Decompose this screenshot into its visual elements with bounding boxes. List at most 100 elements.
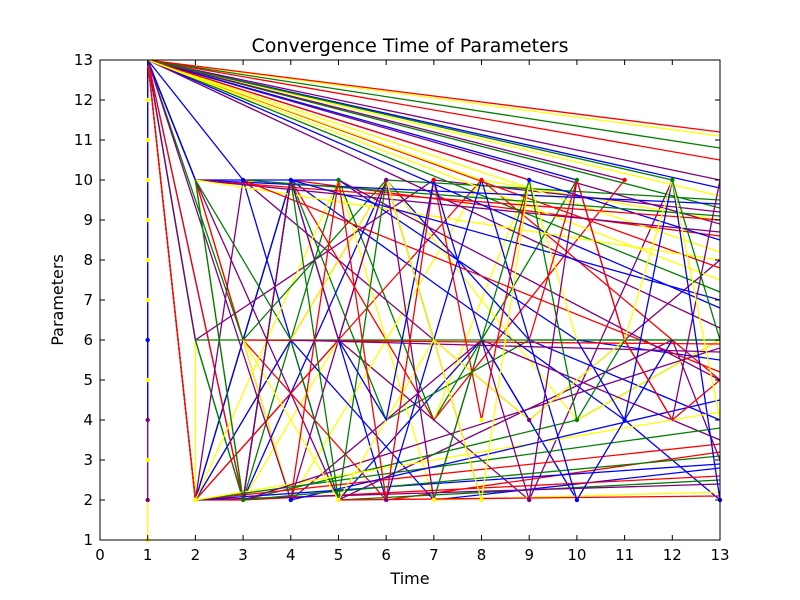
data-point-15 bbox=[288, 497, 293, 503]
series-line-85 bbox=[671, 179, 720, 341]
y-tick-label: 4 bbox=[83, 411, 93, 429]
data-point-20 bbox=[527, 497, 532, 503]
data-point-32 bbox=[622, 177, 627, 183]
series-line-47 bbox=[147, 60, 720, 281]
x-tick-label: 11 bbox=[615, 546, 634, 564]
series-line-37 bbox=[147, 60, 720, 197]
data-point-6 bbox=[145, 337, 150, 343]
series-line-49 bbox=[147, 60, 625, 181]
data-point-18 bbox=[431, 497, 436, 503]
series-line-34 bbox=[147, 60, 720, 149]
y-tick-label: 13 bbox=[74, 51, 93, 69]
y-tick-label: 5 bbox=[83, 371, 93, 389]
series-line-65 bbox=[243, 179, 720, 217]
data-point-5 bbox=[145, 377, 150, 383]
x-tick-label: 8 bbox=[477, 546, 487, 564]
data-point-10 bbox=[145, 177, 150, 183]
series-line-64 bbox=[195, 179, 720, 233]
x-tick-label: 3 bbox=[238, 546, 248, 564]
data-point-19 bbox=[479, 497, 484, 503]
series-line-52 bbox=[147, 60, 482, 181]
x-tick-label: 1 bbox=[143, 546, 153, 564]
series-line-61 bbox=[243, 455, 720, 501]
data-point-17 bbox=[384, 497, 389, 503]
series-line-30 bbox=[147, 60, 720, 501]
x-tick-label: 12 bbox=[663, 546, 682, 564]
data-point-36 bbox=[336, 177, 341, 183]
data-point-28 bbox=[431, 177, 436, 183]
data-point-7 bbox=[145, 297, 150, 303]
series-line-62 bbox=[195, 179, 720, 205]
data-point-25 bbox=[574, 417, 580, 423]
data-point-24 bbox=[527, 417, 532, 423]
data-point-31 bbox=[574, 177, 580, 183]
data-point-35 bbox=[288, 177, 293, 183]
y-tick-label: 2 bbox=[83, 491, 93, 509]
series-line-59 bbox=[290, 399, 720, 501]
x-tick-label: 4 bbox=[286, 546, 296, 564]
x-tick-label: 13 bbox=[710, 546, 729, 564]
y-tick-label: 10 bbox=[74, 171, 93, 189]
data-point-13 bbox=[193, 497, 198, 503]
y-tick-label: 11 bbox=[74, 131, 93, 149]
series-line-53 bbox=[195, 483, 720, 501]
series-line-36 bbox=[147, 60, 720, 181]
series-line-55 bbox=[195, 443, 720, 501]
y-axis-title: Parameters bbox=[48, 254, 67, 346]
series-line-77 bbox=[290, 179, 530, 501]
data-point-16 bbox=[336, 497, 341, 503]
x-tick-label: 7 bbox=[429, 546, 439, 564]
series-line-50 bbox=[147, 60, 673, 181]
data-point-8 bbox=[145, 257, 150, 263]
data-point-2 bbox=[145, 497, 150, 503]
data-point-37 bbox=[384, 177, 389, 183]
data-point-33 bbox=[670, 177, 675, 183]
x-tick-label: 2 bbox=[191, 546, 201, 564]
y-tick-label: 3 bbox=[83, 451, 93, 469]
series-line-57 bbox=[195, 411, 720, 501]
x-tick-label: 0 bbox=[95, 546, 105, 564]
chart-title: Convergence Time of Parameters bbox=[252, 35, 569, 57]
y-tick-label: 1 bbox=[83, 531, 93, 549]
data-point-4 bbox=[145, 417, 150, 423]
series-line-67 bbox=[290, 179, 720, 301]
series-line-58 bbox=[242, 347, 720, 501]
series-line-32 bbox=[147, 60, 720, 137]
data-point-34 bbox=[240, 177, 246, 183]
data-point-14 bbox=[240, 497, 246, 503]
data-point-26 bbox=[622, 417, 627, 423]
series-line-54 bbox=[195, 463, 720, 501]
y-tick-label: 7 bbox=[83, 291, 93, 309]
data-point-3 bbox=[145, 457, 150, 463]
series-line-63 bbox=[195, 179, 720, 221]
series-line-42 bbox=[147, 60, 720, 253]
series-line-33 bbox=[147, 60, 720, 161]
x-axis-ticks: 0 1 2 3 4 5 6 7 8 9 10 11 12 13 bbox=[95, 60, 730, 564]
x-tick-label: 9 bbox=[524, 546, 534, 564]
data-point-11 bbox=[145, 137, 150, 143]
series-line-69 bbox=[338, 179, 720, 381]
x-tick-label: 6 bbox=[381, 546, 391, 564]
data-point-12 bbox=[145, 97, 150, 103]
y-tick-label: 9 bbox=[83, 211, 93, 229]
y-tick-label: 8 bbox=[83, 251, 93, 269]
x-tick-label: 10 bbox=[567, 546, 586, 564]
series-line-48 bbox=[147, 60, 578, 181]
series-line-38 bbox=[147, 60, 720, 133]
series-line-66 bbox=[195, 179, 720, 261]
series-line-51 bbox=[147, 60, 530, 181]
x-tick-label: 5 bbox=[334, 546, 344, 564]
data-point-30 bbox=[527, 177, 532, 183]
y-tick-label: 12 bbox=[74, 91, 93, 109]
data-point-29 bbox=[479, 177, 484, 183]
data-point-21 bbox=[574, 497, 580, 503]
data-point-9 bbox=[145, 217, 150, 223]
data-point-23 bbox=[479, 417, 484, 423]
y-tick-label: 6 bbox=[83, 331, 93, 349]
x-axis-title: Time bbox=[389, 569, 429, 588]
series-line-83 bbox=[576, 179, 720, 501]
series-line-44 bbox=[147, 60, 720, 293]
